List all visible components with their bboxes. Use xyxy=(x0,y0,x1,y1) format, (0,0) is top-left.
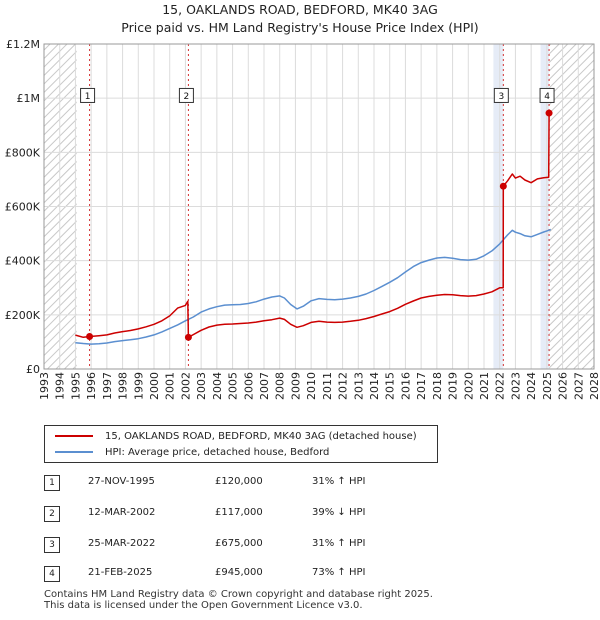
x-tick-label: 2015 xyxy=(384,372,397,400)
x-tick-label: 2008 xyxy=(274,372,287,400)
sale-label: 1 xyxy=(85,92,91,102)
chart-legend: 15, OAKLANDS ROAD, BEDFORD, MK40 3AG (de… xyxy=(44,425,438,463)
x-tick-label: 2014 xyxy=(368,372,381,400)
x-tick-label: 2027 xyxy=(572,372,585,400)
sale-label-box xyxy=(493,87,509,103)
x-tick-label: 2012 xyxy=(337,372,350,400)
series-line-property xyxy=(75,111,552,339)
footer-line-2: This data is licensed under the Open Gov… xyxy=(44,600,363,611)
transaction-row: 2 12-MAR-2002 £117,000 39% ↓ HPI xyxy=(0,506,600,522)
y-tick-label: £400K xyxy=(5,255,41,268)
transaction-hpi: 31% ↑ HPI xyxy=(312,538,366,549)
sale-label: 2 xyxy=(184,92,190,102)
transaction-number: 2 xyxy=(44,506,60,522)
x-tick-label: 1999 xyxy=(132,372,145,400)
x-tick-label: 1993 xyxy=(38,372,51,400)
footer-line-1: Contains HM Land Registry data © Crown c… xyxy=(44,589,433,600)
x-tick-label: 2010 xyxy=(305,372,318,400)
x-tick-label: 2022 xyxy=(494,372,507,400)
transaction-row: 3 25-MAR-2022 £675,000 31% ↑ HPI xyxy=(0,537,600,553)
transaction-row: 4 21-FEB-2025 £945,000 73% ↑ HPI xyxy=(0,566,600,582)
x-tick-label: 2000 xyxy=(148,372,161,400)
chart-subtitle: Price paid vs. HM Land Registry's House … xyxy=(121,20,479,35)
x-tick-label: 2011 xyxy=(321,372,334,400)
x-tick-label: 1995 xyxy=(69,372,82,400)
y-tick-label: £1.2M xyxy=(6,38,40,51)
sale-label: 4 xyxy=(544,92,550,102)
legend-item-hpi: HPI: Average price, detached house, Bedf… xyxy=(55,445,329,459)
transaction-price: £117,000 xyxy=(215,507,263,518)
x-tick-label: 2004 xyxy=(211,372,224,400)
plot-frame xyxy=(43,43,595,370)
series-line-hpi xyxy=(75,228,552,345)
sale-point xyxy=(86,333,94,340)
x-tick-label: 2023 xyxy=(509,372,522,400)
transaction-hpi: 39% ↓ HPI xyxy=(312,507,366,518)
sale-label-box xyxy=(539,87,555,103)
x-tick-label: 2003 xyxy=(195,372,208,400)
x-tick-label: 2028 xyxy=(588,372,600,400)
x-tick-label: 2025 xyxy=(541,372,554,400)
transaction-date: 21-FEB-2025 xyxy=(88,567,153,578)
sale-point xyxy=(499,182,507,190)
x-tick-label: 2002 xyxy=(179,372,192,400)
transaction-price: £120,000 xyxy=(215,476,263,487)
transaction-date: 12-MAR-2002 xyxy=(88,507,156,518)
y-tick-label: £200K xyxy=(5,309,41,322)
x-tick-label: 2018 xyxy=(431,372,444,400)
x-tick-label: 2020 xyxy=(462,372,475,400)
transaction-date: 27-NOV-1995 xyxy=(88,476,155,487)
sale-label-box xyxy=(80,87,96,103)
sale-point xyxy=(545,109,553,117)
transaction-number: 4 xyxy=(44,566,60,582)
legend-label-hpi: HPI: Average price, detached house, Bedf… xyxy=(105,446,330,458)
x-tick-label: 2001 xyxy=(164,372,177,400)
legend-swatch-property xyxy=(55,435,93,437)
transaction-hpi: 31% ↑ HPI xyxy=(312,476,366,487)
y-tick-label: £600K xyxy=(5,201,41,214)
x-tick-label: 2016 xyxy=(399,372,412,400)
sale-label: 3 xyxy=(498,92,504,102)
x-tick-label: 2009 xyxy=(289,372,302,400)
x-tick-label: 2007 xyxy=(258,372,271,400)
transaction-number: 1 xyxy=(44,475,60,491)
sale-point xyxy=(184,333,192,341)
transaction-price: £945,000 xyxy=(215,567,263,578)
transaction-row: 1 27-NOV-1995 £120,000 31% ↑ HPI xyxy=(0,475,600,491)
x-tick-label: 2005 xyxy=(227,372,240,400)
x-tick-label: 1997 xyxy=(101,372,114,400)
x-tick-label: 2006 xyxy=(242,372,255,400)
x-tick-label: 2021 xyxy=(478,372,491,400)
transaction-price: £675,000 xyxy=(215,538,263,549)
x-tick-label: 2017 xyxy=(415,372,428,400)
x-tick-label: 2019 xyxy=(447,372,460,400)
x-tick-label: 1994 xyxy=(54,372,67,400)
x-tick-label: 2024 xyxy=(525,372,538,400)
footer-attribution: Contains HM Land Registry data © Crown c… xyxy=(44,589,433,611)
x-tick-label: 2026 xyxy=(557,372,570,400)
legend-label-property: 15, OAKLANDS ROAD, BEDFORD, MK40 3AG (de… xyxy=(105,430,417,442)
y-tick-label: £0 xyxy=(26,363,40,376)
transaction-number: 3 xyxy=(44,537,60,553)
x-tick-label: 1998 xyxy=(117,372,130,400)
x-tick-label: 1996 xyxy=(85,372,98,400)
chart-title: 15, OAKLANDS ROAD, BEDFORD, MK40 3AG xyxy=(162,2,438,17)
sale-label-box xyxy=(178,87,194,103)
y-tick-label: £800K xyxy=(5,146,41,159)
transaction-date: 25-MAR-2022 xyxy=(88,538,156,549)
transaction-hpi: 73% ↑ HPI xyxy=(312,567,366,578)
x-tick-label: 2013 xyxy=(352,372,365,400)
y-tick-label: £1M xyxy=(17,92,41,105)
legend-item-property: 15, OAKLANDS ROAD, BEDFORD, MK40 3AG (de… xyxy=(55,429,417,443)
legend-swatch-hpi xyxy=(55,451,93,453)
